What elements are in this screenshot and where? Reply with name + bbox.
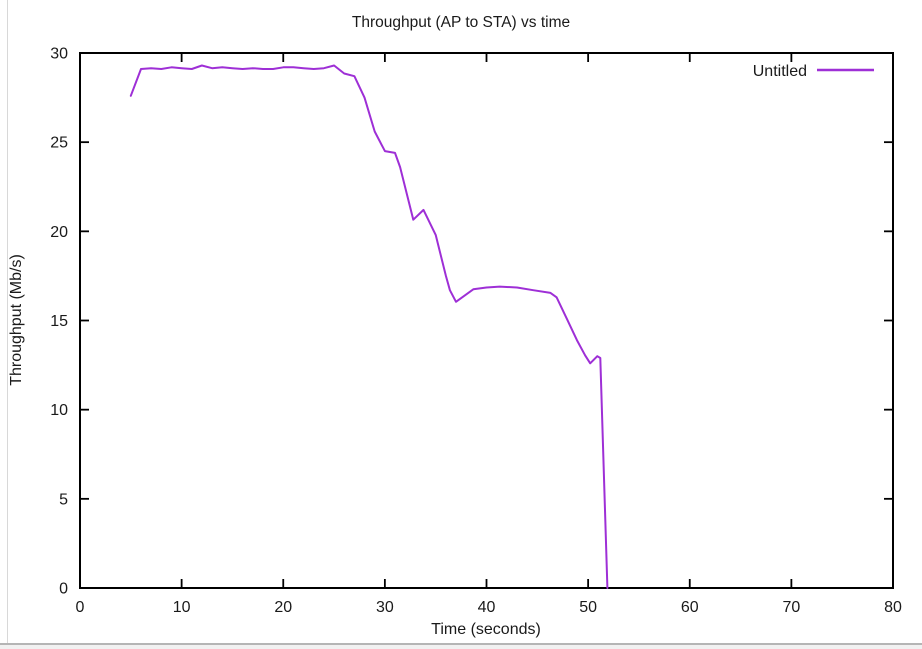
- y-tick-label: 20: [50, 224, 68, 241]
- legend-label: Untitled: [753, 63, 807, 80]
- x-tick-label: 10: [173, 599, 191, 616]
- x-tick-label: 70: [782, 599, 800, 616]
- y-tick-label: 0: [59, 581, 68, 598]
- x-tick-label: 0: [76, 599, 85, 616]
- x-tick-label: 20: [274, 599, 292, 616]
- x-tick-label: 80: [884, 599, 902, 616]
- x-tick-label: 50: [579, 599, 597, 616]
- x-tick-label: 60: [681, 599, 699, 616]
- y-tick-label: 30: [50, 46, 68, 63]
- chart-title: Throughput (AP to STA) vs time: [352, 14, 570, 31]
- y-tick-label: 25: [50, 135, 68, 152]
- ticks-layer: 0 10 20 30 40 50 60 70 80 0 5 10 15 20 25 30: [50, 46, 902, 617]
- x-tick-label: 30: [376, 599, 394, 616]
- window-left-edge: [7, 0, 8, 645]
- legend: Untitled: [753, 63, 874, 80]
- window-bottom-strip: [0, 645, 922, 649]
- x-axis-label: Time (seconds): [431, 621, 541, 638]
- window-bottom-edge: [0, 643, 922, 645]
- plot-border: [79, 52, 894, 589]
- y-tick-label: 10: [50, 402, 68, 419]
- y-axis-label: Throughput (Mb/s): [8, 254, 25, 386]
- y-tick-label: 15: [50, 313, 68, 330]
- x-tick-label: 40: [478, 599, 496, 616]
- series-layer: [129, 64, 609, 589]
- data-line: [129, 64, 609, 589]
- y-tick-label: 5: [59, 491, 68, 508]
